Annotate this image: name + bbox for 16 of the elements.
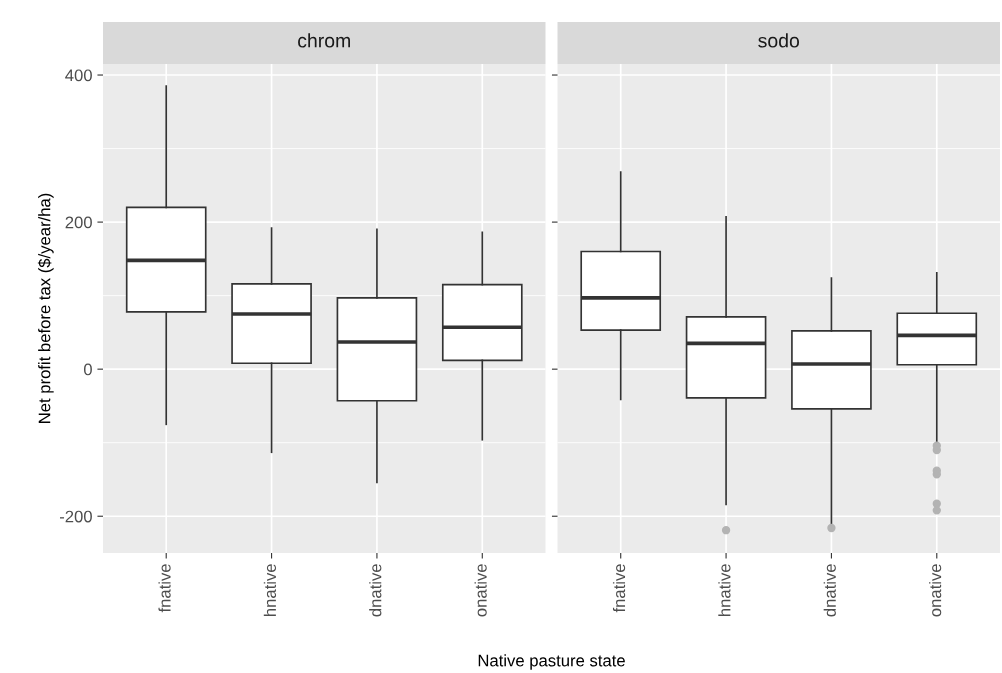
y-tick-label: -200 [59,510,92,523]
x-tick-label: dnative [369,564,382,617]
x-tick-label: hnative [718,564,731,616]
x-tick-label: dnative [823,564,836,617]
y-axis-title: Net profit before tax ($/year/ha) [37,193,54,423]
x-tick-label: onative [929,564,942,617]
y-tick-label: 200 [65,216,92,229]
y-tick-label: 0 [83,363,92,376]
y-tick-label: 400 [65,69,92,82]
chart-title: chrom [298,33,350,48]
x-tick-label: fnative [612,564,626,613]
x-tick-label: hnative [263,564,277,616]
x-tick-label: onative [474,564,487,617]
x-tick-label: fnative [158,564,171,613]
chart-title: sodo [758,33,800,48]
x-axis-title: Native pasture state [478,654,625,670]
